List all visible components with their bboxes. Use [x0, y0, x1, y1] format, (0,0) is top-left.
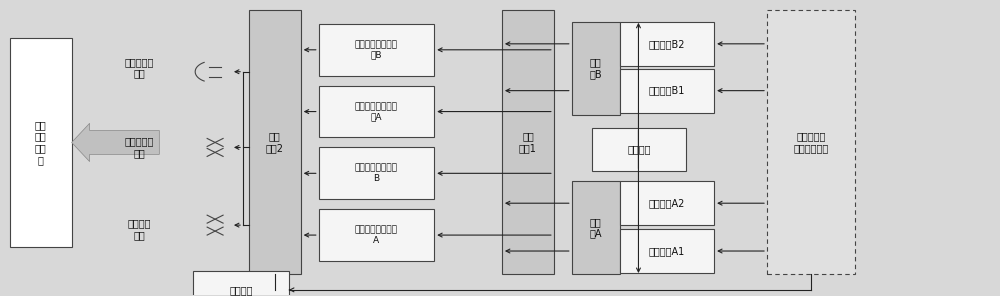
Text: 大功率行波管放大
器A: 大功率行波管放大 器A: [355, 102, 398, 121]
FancyArrow shape: [72, 123, 159, 162]
Text: 全向发射
天线: 全向发射 天线: [128, 218, 151, 240]
Text: 二维驱动: 二维驱动: [229, 285, 253, 295]
Text: 小功率固态放大器
A: 小功率固态放大器 A: [355, 225, 398, 245]
Bar: [572, 22, 620, 115]
Bar: [767, 10, 855, 274]
Text: 小功率固态放大器
B: 小功率固态放大器 B: [355, 164, 398, 183]
Text: 地面
深空
测控
站: 地面 深空 测控 站: [35, 120, 47, 165]
Bar: [592, 128, 686, 171]
Text: 发射通道B1: 发射通道B1: [649, 86, 685, 96]
Text: 高稳晶振: 高稳晶振: [627, 144, 651, 155]
Text: 大口径定向
天线: 大口径定向 天线: [125, 57, 154, 78]
Text: 开关
阵列1: 开关 阵列1: [519, 131, 537, 153]
Text: 发射通道A1: 发射通道A1: [649, 246, 685, 256]
Text: 发射通道B2: 发射通道B2: [649, 39, 685, 49]
Bar: [319, 209, 434, 261]
Bar: [620, 69, 714, 112]
Bar: [193, 271, 289, 296]
Bar: [319, 86, 434, 137]
Text: 开关
阵列2: 开关 阵列2: [266, 131, 284, 153]
Bar: [319, 147, 434, 199]
Bar: [10, 38, 72, 247]
Text: 应答
机B: 应答 机B: [589, 57, 602, 79]
Text: 星务计算机
（遥测处理）: 星务计算机 （遥测处理）: [793, 131, 828, 153]
Bar: [620, 22, 714, 66]
Bar: [572, 181, 620, 274]
Bar: [319, 24, 434, 76]
Bar: [502, 10, 554, 274]
Text: 大功率行波管放大
器B: 大功率行波管放大 器B: [355, 40, 398, 59]
Bar: [620, 181, 714, 225]
Text: 低增益发射
天线: 低增益发射 天线: [125, 137, 154, 158]
Text: 发射通道A2: 发射通道A2: [649, 198, 685, 208]
Text: 应答
机A: 应答 机A: [589, 217, 602, 238]
Bar: [249, 10, 301, 274]
Bar: [620, 229, 714, 273]
